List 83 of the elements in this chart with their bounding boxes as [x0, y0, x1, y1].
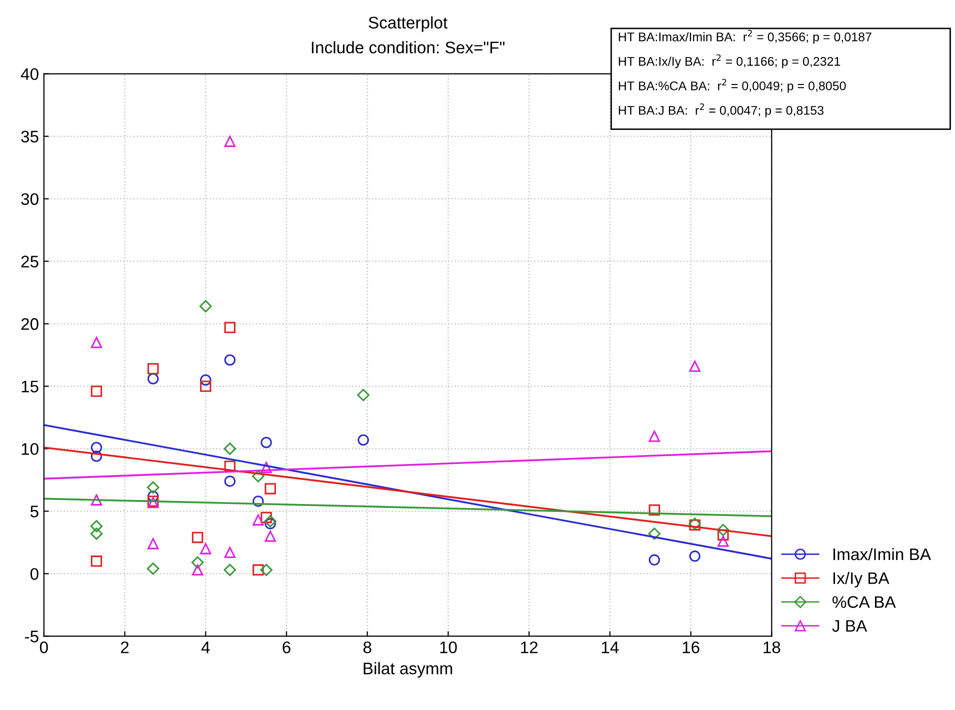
point [224, 460, 236, 472]
x-tick-label: 18 [764, 641, 780, 654]
point [200, 374, 212, 386]
point [90, 336, 102, 348]
point [648, 554, 660, 566]
point [358, 434, 369, 446]
y-tick-label: 35 [21, 130, 38, 143]
point [357, 388, 370, 402]
point [147, 373, 159, 384]
point [90, 494, 102, 506]
y-tick-label: 20 [21, 318, 38, 330]
point [648, 430, 660, 442]
point [90, 520, 103, 532]
x-tick-label: 14 [602, 642, 619, 654]
point [147, 363, 159, 374]
y-tick-label: 0 [30, 568, 38, 580]
point [90, 450, 102, 462]
point [224, 564, 236, 576]
y-tick-label: 5 [30, 506, 38, 518]
legend-label: J BA [832, 620, 868, 632]
point [224, 476, 236, 487]
point [224, 322, 236, 334]
x-tick-label: 10 [440, 641, 457, 654]
y-tick-label: -5 [24, 630, 38, 642]
point [716, 524, 730, 536]
point [264, 515, 276, 528]
point [648, 504, 660, 516]
y-tick-label: 40 [20, 68, 38, 80]
point [252, 496, 264, 507]
point [252, 564, 264, 576]
y-tick-label: 25 [21, 256, 38, 268]
point [90, 442, 102, 454]
x-tick-label: 16 [682, 641, 700, 654]
point [224, 354, 236, 366]
point [224, 546, 236, 558]
point [260, 564, 272, 576]
point [252, 514, 264, 526]
annotation: HT BA:%CA BA: r$^{2}$ = 0,0049; p = 0,8050 [618, 78, 846, 93]
point [689, 360, 700, 372]
point [199, 300, 212, 312]
point [224, 136, 236, 147]
y-tick-label: 15 [22, 380, 38, 392]
point [146, 562, 160, 575]
point [147, 490, 159, 502]
point [90, 556, 102, 567]
point [264, 518, 276, 530]
point [191, 556, 204, 569]
y-tick-label: 30 [21, 193, 38, 206]
chart-subtitle: Include condition: Sex="F" [312, 41, 504, 54]
point [192, 532, 204, 544]
point [200, 380, 212, 392]
legend-label: Ix/Iy BA [833, 572, 890, 588]
point [260, 512, 272, 524]
x-axis-title: Bilat asymm [364, 662, 452, 678]
point [648, 528, 661, 540]
x-tick-label: 4 [201, 642, 210, 654]
point [90, 528, 103, 540]
point [718, 536, 729, 547]
x-tick-label: 2 [120, 641, 129, 654]
point [192, 564, 204, 576]
x-tick-label: 12 [521, 641, 538, 654]
legend-label: %CA BA [832, 596, 896, 608]
point [90, 386, 102, 397]
x-tick-label: 0 [40, 641, 48, 654]
point [147, 538, 159, 550]
point [264, 483, 276, 494]
y-tick-label: 10 [22, 443, 38, 455]
chart-title: Scatterplot [368, 16, 448, 32]
legend-label: Imax/Imin BA [833, 548, 932, 560]
x-tick-label: 8 [363, 641, 372, 654]
point [146, 481, 160, 494]
text: HT BA:Imax/Imin BA: r$^{2}$ = 0,3566; p = 0,0187 [618, 30, 872, 44]
annotation: HT BA:J BA: r$^{2}$ = 0,0047; p = 0,8153 [618, 103, 824, 118]
point [718, 529, 729, 541]
x-tick-label: 6 [282, 641, 290, 654]
point [224, 442, 236, 455]
point [264, 530, 276, 542]
point [689, 550, 700, 562]
point [200, 543, 212, 554]
point [252, 470, 264, 482]
point [260, 436, 272, 448]
point [260, 462, 272, 474]
text: HT BA:Ix/Iy BA: r$^{2}$ = 0,1166; p = 0,2321 [618, 54, 840, 68]
